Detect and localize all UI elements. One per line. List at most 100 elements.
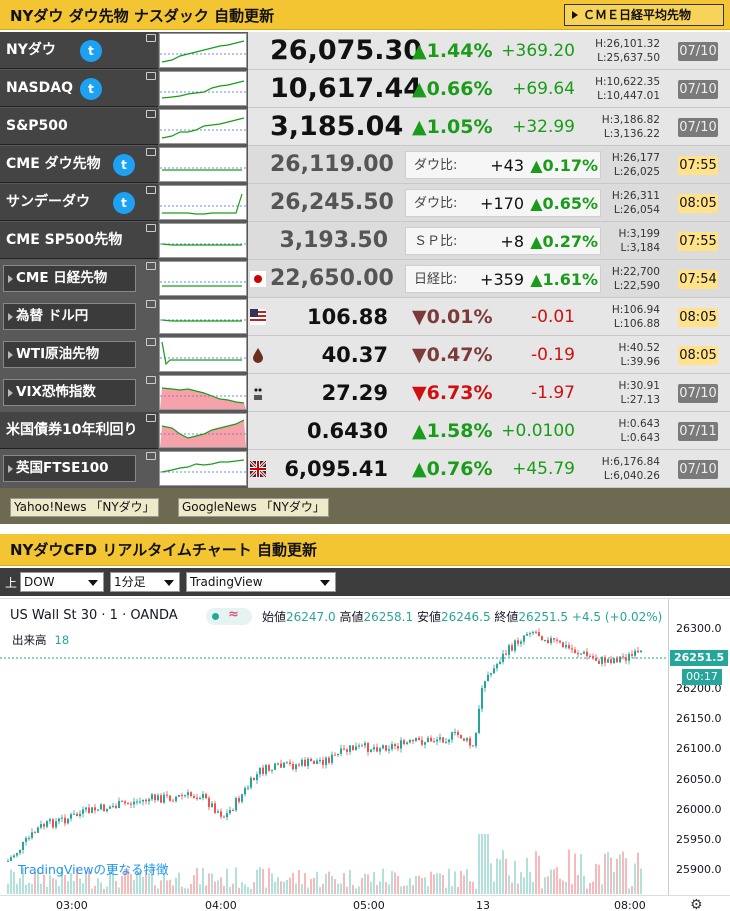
camera-icon[interactable] — [146, 72, 156, 80]
volume-bar — [442, 874, 444, 894]
sparkline-chart[interactable] — [159, 451, 247, 486]
volume-bar — [394, 872, 396, 894]
time-tick: 03:00 — [56, 899, 88, 911]
volume-bar — [373, 872, 375, 894]
camera-icon[interactable] — [146, 414, 156, 422]
twitter-icon[interactable]: t — [113, 154, 135, 176]
volume-bar — [367, 874, 369, 894]
volume-bar — [565, 881, 567, 894]
volume-bar — [316, 871, 318, 894]
sparkline-chart[interactable] — [159, 299, 247, 334]
camera-icon[interactable] — [146, 110, 156, 118]
candle-body — [238, 798, 240, 802]
sparkline-chart[interactable] — [159, 413, 247, 448]
volume-bar — [571, 884, 573, 894]
volume-bar — [208, 873, 210, 894]
gear-icon[interactable]: ⚙ — [690, 897, 703, 911]
twitter-icon[interactable]: t — [80, 78, 102, 100]
change-value: +69.64 — [512, 79, 575, 99]
camera-icon[interactable] — [146, 34, 156, 42]
high-value: H:26,311 — [611, 190, 660, 202]
volume-bar — [490, 863, 492, 894]
volume-bar — [574, 853, 576, 894]
interval-select[interactable]: 1分足 — [110, 572, 180, 592]
volume-bar — [481, 834, 483, 894]
sparkline-chart[interactable] — [159, 261, 247, 296]
cme-nikkei-button[interactable]: ＣＭＥ日経平均先物 — [564, 4, 724, 26]
candlestick-plot[interactable] — [0, 599, 668, 895]
tradingview-chart[interactable]: US Wall St 30 · 1 · OANDA ≈ 始値26247.0 高値… — [0, 598, 730, 911]
candle-body — [298, 764, 300, 766]
camera-icon[interactable] — [146, 262, 156, 270]
volume-bar — [517, 883, 519, 894]
quote-data-cell — [248, 374, 730, 412]
quote-table: NYダウ t 26,075.30 ▲1.44% +369.20 H:26,101.32 L:… — [0, 32, 730, 488]
close-value: 26251.5 — [518, 610, 569, 624]
google-news-link[interactable]: GoogleNews 「NYダウ」 — [178, 498, 329, 517]
volume-bar — [157, 888, 159, 894]
low-value: L:22,590 — [613, 280, 660, 292]
sparkline-chart[interactable] — [159, 71, 247, 106]
toolbar-up-label: 上 — [5, 576, 18, 590]
candle-body — [466, 738, 468, 741]
volume-bar — [43, 874, 45, 894]
volume-bar — [607, 852, 609, 894]
quote-label[interactable]: 英国FTSE100 — [3, 455, 136, 482]
tradingview-promo-link[interactable]: TradingViewの更なる特徴 — [18, 862, 169, 877]
candle-body — [124, 801, 126, 804]
candle-body — [280, 763, 282, 768]
volume-bar — [379, 881, 381, 894]
candle-body — [91, 807, 93, 813]
camera-icon[interactable] — [146, 186, 156, 194]
volume-bar — [598, 864, 600, 894]
sparkline-chart[interactable] — [159, 223, 247, 258]
symbol-select[interactable]: DOW — [20, 572, 104, 592]
time-axis[interactable]: 03:00 04:00 05:00 13 08:00 — [0, 895, 730, 911]
volume-bar — [439, 873, 441, 894]
quote-label[interactable]: 為替 ドル円 — [3, 303, 136, 330]
quote-row: サンデーダウ t 26,245.50 ダウ比: +170 ▲0.65% H:26,311 L:… — [0, 184, 730, 222]
volume-bar — [349, 869, 351, 894]
candle-body — [439, 737, 441, 740]
candle-body — [508, 645, 510, 655]
camera-icon[interactable] — [146, 376, 156, 384]
candle-body — [409, 739, 411, 743]
candle-body — [310, 758, 312, 762]
candle-body — [160, 795, 162, 803]
provider-select[interactable]: TradingView — [186, 572, 336, 592]
sparkline-chart[interactable] — [159, 375, 247, 410]
volume-bar — [247, 886, 249, 894]
volume-bar — [190, 883, 192, 894]
candle-body — [577, 653, 579, 655]
sparkline-chart[interactable] — [159, 337, 247, 372]
volume-bar — [634, 863, 636, 894]
sparkline-chart[interactable] — [159, 185, 247, 220]
sparkline-chart[interactable] — [159, 33, 247, 68]
volume-bar — [382, 868, 384, 894]
volume-bar — [412, 885, 414, 894]
camera-icon[interactable] — [146, 148, 156, 156]
camera-icon[interactable] — [146, 300, 156, 308]
candle-body — [190, 792, 192, 797]
volume-bar — [475, 888, 477, 894]
twitter-icon[interactable]: t — [113, 192, 135, 214]
camera-icon[interactable] — [146, 224, 156, 232]
candle-body — [340, 748, 342, 754]
camera-icon[interactable] — [146, 338, 156, 346]
camera-icon[interactable] — [146, 452, 156, 460]
quote-label[interactable]: VIX恐怖指数 — [3, 379, 136, 406]
volume-label: 出来高 — [12, 633, 47, 647]
sparkline-chart[interactable] — [159, 109, 247, 144]
quote-label[interactable]: CME 日経先物 — [3, 265, 136, 292]
volume-bar — [49, 874, 51, 894]
quote-label[interactable]: WTI原油先物 — [3, 341, 136, 368]
high-value: H:106.94 — [611, 304, 660, 316]
candle-body — [541, 636, 543, 641]
volume-bar — [265, 887, 267, 894]
candle-body — [10, 857, 12, 861]
sparkline-chart[interactable] — [159, 147, 247, 182]
candle-body — [343, 748, 345, 750]
yahoo-news-link[interactable]: Yahoo!News 「NYダウ」 — [10, 498, 159, 517]
price-tick: 26150.0 — [676, 712, 722, 725]
twitter-icon[interactable]: t — [80, 40, 102, 62]
